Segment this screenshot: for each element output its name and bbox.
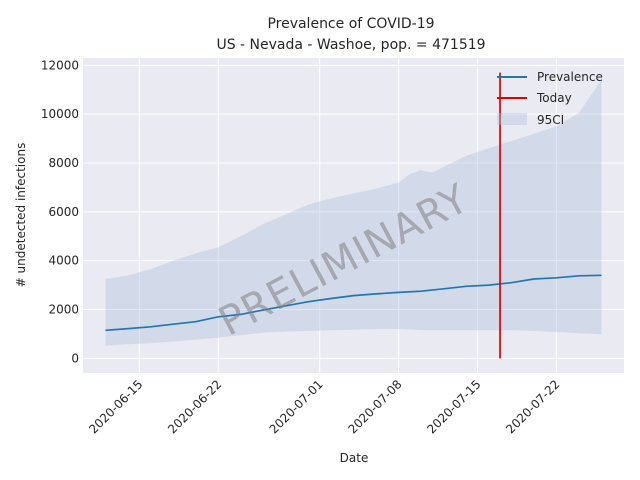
y-tick-label: 0 bbox=[71, 351, 79, 365]
x-tick-label: 2020-06-15 bbox=[86, 377, 145, 436]
legend-ci-label: 95CI bbox=[537, 113, 564, 127]
prevalence-line bbox=[105, 274, 602, 332]
x-tick-label: 2020-06-22 bbox=[165, 377, 224, 436]
y-tick-label: 2000 bbox=[48, 303, 79, 317]
x-tick-labels: 2020-06-15 2020-06-22 2020-07-01 2020-07-08… bbox=[86, 377, 562, 436]
x-tick-label: 2020-07-01 bbox=[267, 377, 326, 436]
x-tick-label: 2020-07-15 bbox=[424, 377, 483, 436]
x-tick-label: 2020-07-08 bbox=[345, 377, 404, 436]
legend-ci-swatch bbox=[497, 113, 527, 125]
y-axis-label: # undetected infections bbox=[14, 143, 28, 288]
y-tick-label: 4000 bbox=[48, 254, 79, 268]
x-axis-label: Date bbox=[340, 451, 369, 465]
y-tick-label: 10000 bbox=[41, 107, 79, 121]
x-tick-label: 2020-07-22 bbox=[503, 377, 562, 436]
y-tick-labels: 0 2000 4000 6000 8000 10000 12000 bbox=[41, 58, 79, 365]
legend-today-label: Today bbox=[536, 91, 572, 105]
y-tick-label: 6000 bbox=[48, 205, 79, 219]
legend-prevalence-label: Prevalence bbox=[537, 70, 603, 84]
ci-band bbox=[105, 80, 602, 346]
chart-subtitle: US - Nevada - Washoe, pop. = 471519 bbox=[216, 37, 485, 53]
data-layer bbox=[105, 72, 602, 359]
chart-title: Prevalence of COVID-19 bbox=[267, 16, 434, 32]
grid bbox=[83, 58, 624, 373]
y-tick-label: 8000 bbox=[48, 156, 79, 170]
y-tick-label: 12000 bbox=[41, 58, 79, 72]
plot-area bbox=[83, 58, 624, 373]
legend: Prevalence Today 95CI bbox=[497, 70, 603, 127]
